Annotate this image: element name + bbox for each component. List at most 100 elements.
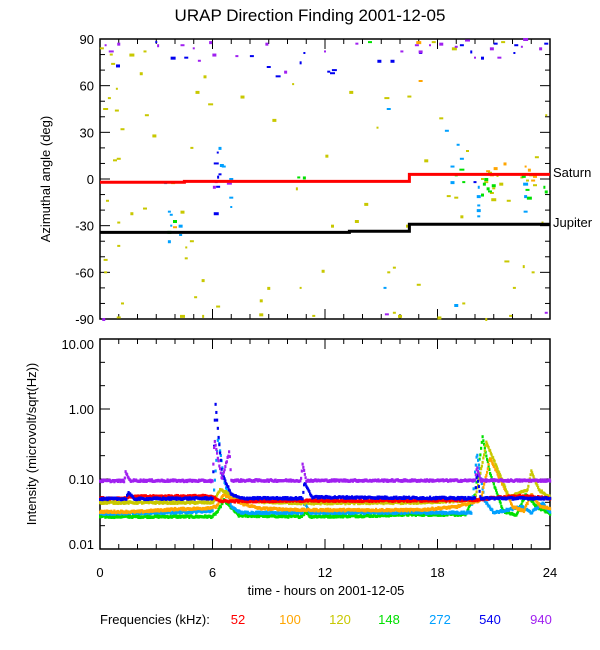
intensity-point-100khz [534,498,537,502]
intensity-point-148khz [486,460,489,464]
intensity-point-120khz [481,460,484,464]
intensity-point-100khz [219,497,222,501]
azimuth-point-940khz [212,53,217,57]
intensity-point-940khz [221,476,224,480]
azimuth-point-540khz [377,59,382,63]
intensity-point-100khz [485,473,488,477]
intensity-point-100khz [484,476,487,480]
legend-item-52khz: 52 [231,612,245,627]
azimuth-point-120khz [466,150,469,152]
azimuth-point-120khz [531,271,535,274]
intensity-point-940khz [225,460,228,464]
azimuth-point-940khz [102,318,106,321]
intensity-point-120khz [538,488,541,492]
intensity-point-148khz [498,499,501,503]
intensity-point-148khz [480,446,483,450]
azimuth-point-540khz [275,75,281,78]
azimuth-point-100khz [493,167,498,171]
intensity-point-148khz [490,476,493,480]
intensity-point-940khz [224,465,227,469]
intensity-point-148khz [489,471,492,475]
intensity-point-120khz [479,471,482,475]
intensity-point-540khz [434,497,437,501]
intensity-point-940khz [543,479,546,483]
intensity-point-100khz [482,485,485,489]
intensity-point-272khz [489,506,492,510]
intensity-point-148khz [478,457,481,461]
intensity-point-940khz [216,456,219,460]
azimuth-point-272khz [230,206,233,208]
azimuth-point-540khz [473,181,477,184]
legend-item-100khz: 100 [279,612,301,627]
azimuth-point-272khz [456,143,460,146]
intensity-point-120khz [484,444,487,448]
intensity-point-148khz [331,515,334,519]
intensity-point-120khz [486,442,489,446]
azimuth-point-120khz [387,271,391,274]
legend-item-120khz: 120 [329,612,351,627]
intensity-point-540khz [429,495,432,499]
intensity-point-148khz [492,482,495,486]
azimuth-point-940khz [192,47,195,50]
intensity-point-272khz [477,458,480,462]
azimuth-point-540khz [390,59,395,63]
intensity-point-272khz [470,511,473,515]
intensity-point-540khz [211,497,214,501]
intensity-point-148khz [520,502,523,506]
azimuth-point-272khz [523,210,528,213]
intensity-point-120khz [532,475,535,479]
intensity-point-100khz [481,490,484,494]
azimuth-point-540khz [216,185,221,188]
azimuth-point-120khz [143,207,147,210]
azimuth-point-120khz [533,184,537,187]
azimuth-point-120khz [407,95,412,98]
azimuth-point-120khz [364,202,369,206]
azimuth-point-120khz [299,286,302,289]
intensity-point-100khz [536,500,539,504]
intensity-point-540khz [310,494,313,498]
intensity-series-148khz [99,435,552,520]
intensity-point-120khz [127,501,130,505]
intensity-point-940khz [142,478,145,482]
intensity-point-272khz [264,512,267,516]
intensity-point-120khz [495,463,498,467]
intensity-point-940khz [218,464,221,468]
intensity-point-52khz [427,499,430,503]
azimuth-point-120khz [462,302,466,305]
azimuth-point-148khz [297,176,301,179]
intensity-point-272khz [216,449,219,453]
azimuth-point-100khz [533,174,537,178]
intensity-point-148khz [300,515,303,519]
intensity-point-272khz [219,453,222,457]
intensity-point-272khz [213,478,216,482]
intensity-y-tick-label: 10.00 [61,337,94,352]
azimuth-point-120khz [512,286,516,289]
intensity-point-540khz [458,496,461,500]
intensity-point-100khz [524,505,527,509]
azimuth-point-272khz [444,129,449,132]
azimuth-point-272khz [523,182,529,186]
azimuth-point-120khz [203,75,207,79]
azimuth-panel: 90 60 30 0 -30 -60 -90 [75,32,551,327]
intensity-point-540khz [126,492,129,496]
azimuth-point-120khz [103,258,108,261]
azimuth-point-120khz [208,103,214,106]
azimuth-point-540khz [213,212,219,216]
intensity-point-272khz [531,511,534,515]
intensity-point-148khz [483,446,486,450]
intensity-point-940khz [216,451,219,455]
intensity-point-272khz [474,470,477,474]
intensity-point-272khz [229,502,232,506]
azimuth-point-148khz [368,41,372,44]
intensity-point-540khz [227,485,230,489]
azimuth-point-148khz [525,188,530,191]
intensity-point-272khz [475,455,478,459]
intensity-point-52khz [519,493,522,497]
intensity-point-940khz [479,477,482,481]
intensity-point-940khz [484,478,487,482]
azimuth-point-120khz [116,157,121,160]
intensity-point-100khz [125,509,128,513]
saturn-label: Saturn [553,165,591,180]
intensity-point-272khz [215,458,218,462]
intensity-point-272khz [477,463,480,467]
